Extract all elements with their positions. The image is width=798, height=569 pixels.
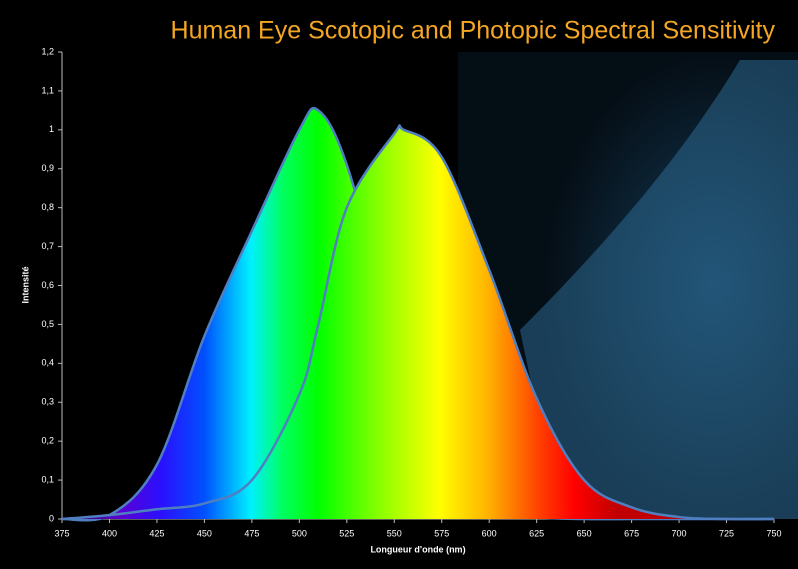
y-tick-label: 0,7 bbox=[41, 241, 54, 251]
y-tick-label: 1 bbox=[49, 124, 54, 134]
x-tick-label: 625 bbox=[529, 528, 544, 538]
x-tick-label: 400 bbox=[102, 528, 117, 538]
y-axis-title: Intensité bbox=[20, 266, 30, 303]
y-tick-label: 0,9 bbox=[41, 163, 54, 173]
y-tick-label: 1,1 bbox=[41, 85, 54, 95]
x-tick-label: 700 bbox=[672, 528, 687, 538]
x-tick-label: 725 bbox=[719, 528, 734, 538]
chart-title: Human Eye Scotopic and Photopic Spectral… bbox=[171, 17, 776, 45]
y-tick-label: 0,8 bbox=[41, 202, 54, 212]
x-tick-label: 375 bbox=[54, 528, 69, 538]
x-tick-label: 600 bbox=[482, 528, 497, 538]
x-tick-label: 425 bbox=[149, 528, 164, 538]
x-tick-label: 500 bbox=[292, 528, 307, 538]
y-tick-label: 0,4 bbox=[41, 358, 54, 368]
x-tick-label: 675 bbox=[624, 528, 639, 538]
y-tick-label: 0 bbox=[49, 513, 54, 523]
x-tick-label: 575 bbox=[434, 528, 449, 538]
x-axis-title: Longueur d'onde (nm) bbox=[370, 544, 465, 554]
x-tick-label: 525 bbox=[339, 528, 354, 538]
x-tick-label: 650 bbox=[577, 528, 592, 538]
y-tick-label: 1,2 bbox=[41, 46, 54, 56]
y-tick-label: 0,6 bbox=[41, 280, 54, 290]
x-tick-label: 450 bbox=[197, 528, 212, 538]
x-tick-label: 475 bbox=[244, 528, 259, 538]
x-tick-label: 550 bbox=[387, 528, 402, 538]
y-tick-label: 0,3 bbox=[41, 397, 54, 407]
page: {"chart_data": { "type": "area", "title"… bbox=[0, 0, 798, 569]
chart: Human Eye Scotopic and Photopic Spectral… bbox=[0, 0, 798, 569]
y-tick-label: 0,2 bbox=[41, 436, 54, 446]
x-tick-label: 750 bbox=[766, 528, 781, 538]
y-tick-label: 0,1 bbox=[41, 474, 54, 484]
y-tick-label: 0,5 bbox=[41, 319, 54, 329]
